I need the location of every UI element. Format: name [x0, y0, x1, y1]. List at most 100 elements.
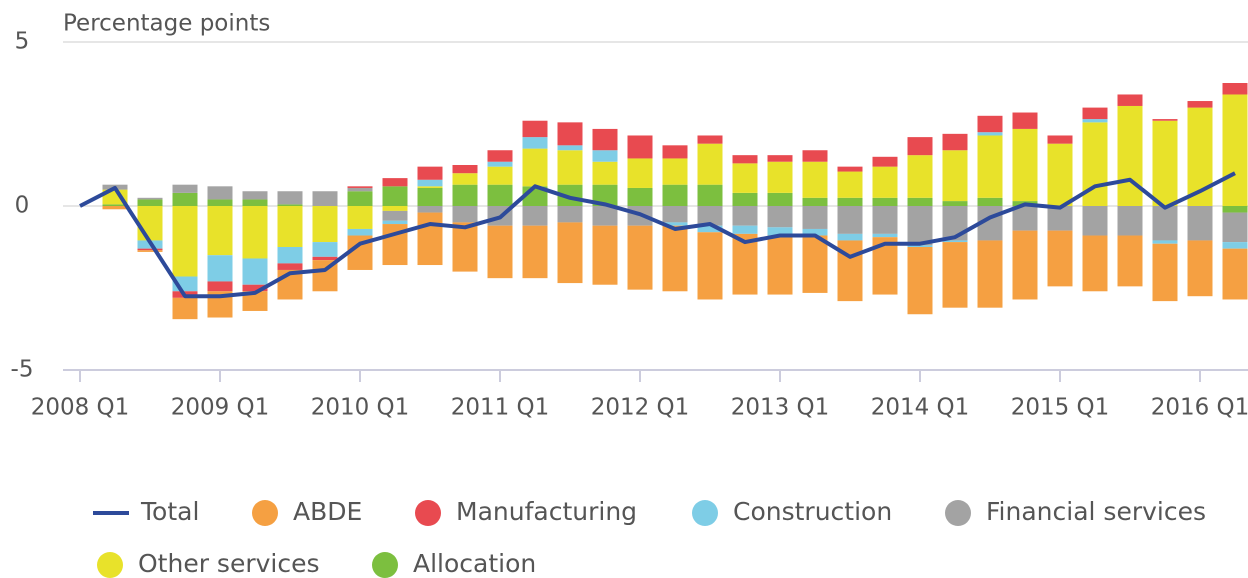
- bar-segment: [172, 192, 198, 206]
- bar-segment: [942, 150, 968, 202]
- legend-label: Other services: [138, 549, 320, 578]
- bar-segment: [1117, 94, 1143, 106]
- bar-segment: [942, 133, 968, 151]
- bar-segment: [1082, 206, 1108, 236]
- bar-segment: [277, 191, 303, 205]
- bar-segment: [627, 135, 653, 159]
- legend-swatch: [252, 500, 278, 526]
- bar-segment: [172, 297, 198, 320]
- bar-segment: [732, 206, 758, 226]
- bar-segment: [452, 173, 478, 185]
- legend-swatch: [945, 500, 971, 526]
- bar-segment: [942, 242, 968, 308]
- legend-label: Allocation: [413, 549, 536, 578]
- bar-segment: [732, 192, 758, 206]
- bar-segment: [592, 150, 618, 162]
- bar-segment: [522, 148, 548, 187]
- bar-segment: [1187, 101, 1213, 108]
- legend-label: Total: [140, 497, 199, 526]
- bar-segment: [942, 240, 968, 243]
- bar-segment: [487, 184, 513, 206]
- bar-segment: [802, 197, 828, 206]
- x-tick-label: 2012 Q1: [591, 395, 690, 421]
- bar-segment: [417, 212, 443, 266]
- bar-segment: [522, 120, 548, 138]
- bar-segment: [592, 184, 618, 206]
- bar-segment: [1152, 243, 1178, 302]
- bar-segment: [347, 186, 373, 188]
- bar-segment: [487, 150, 513, 162]
- bar-segment: [417, 187, 443, 206]
- bar-segment: [1187, 206, 1213, 241]
- bar-segment: [452, 222, 478, 272]
- bar-segment: [872, 206, 898, 234]
- bar-segment: [592, 206, 618, 226]
- bar-segment: [312, 191, 338, 206]
- x-tick-label: 2014 Q1: [871, 395, 970, 421]
- bar-segment: [557, 145, 583, 151]
- bar-segment: [242, 191, 268, 200]
- bar-segment: [872, 197, 898, 206]
- bar-segment: [312, 206, 338, 243]
- bar-segment: [977, 115, 1003, 133]
- bar-segment: [1152, 120, 1178, 206]
- bar-segment: [347, 206, 373, 229]
- bar-segment: [907, 206, 933, 246]
- bar-segment: [767, 192, 793, 206]
- bar-segment: [697, 206, 723, 226]
- bar-segment: [137, 248, 163, 251]
- bar-segment: [137, 197, 163, 200]
- x-tick-label: 2015 Q1: [1011, 395, 1110, 421]
- legend-label: Financial services: [986, 497, 1206, 526]
- bar-segment: [977, 135, 1003, 198]
- bar-segment: [487, 161, 513, 167]
- bar-segment: [382, 186, 408, 206]
- x-tick-label: 2010 Q1: [311, 395, 410, 421]
- bar-segment: [207, 281, 233, 292]
- bar-segment: [242, 291, 268, 311]
- bar-segment: [662, 184, 688, 206]
- bar-segment: [872, 156, 898, 167]
- bar-segment: [557, 150, 583, 185]
- bar-segment: [207, 199, 233, 206]
- bar-segment: [1047, 143, 1073, 206]
- bar-segment: [1012, 230, 1038, 300]
- legend-swatch: [97, 552, 123, 578]
- bar-segment: [942, 201, 968, 206]
- bar-segment: [137, 250, 163, 252]
- bar-segment: [1047, 206, 1073, 231]
- bar-segment: [417, 186, 443, 188]
- bar-segment: [1047, 135, 1073, 144]
- legend-label: Construction: [733, 497, 892, 526]
- bar-segment: [872, 166, 898, 198]
- bar-segment: [417, 179, 443, 187]
- x-tick-label: 2016 Q1: [1151, 395, 1248, 421]
- bar-segment: [452, 165, 478, 174]
- y-axis-label: Percentage points: [63, 11, 270, 37]
- bar-segment: [417, 206, 443, 213]
- bar-segment: [382, 210, 408, 221]
- bar-segment: [1012, 206, 1038, 231]
- bar-segment: [1082, 119, 1108, 123]
- y-tick-label: -5: [11, 357, 34, 383]
- bar-segment: [977, 240, 1003, 308]
- x-tick-label: 2013 Q1: [731, 395, 830, 421]
- bar-segment: [452, 206, 478, 223]
- bar-segment: [732, 163, 758, 193]
- bar-segment: [1222, 83, 1248, 95]
- bar-segment: [592, 161, 618, 185]
- bar-segment: [1082, 235, 1108, 292]
- bar-segment: [522, 206, 548, 226]
- bar-segment: [102, 206, 128, 210]
- bar-segment: [347, 228, 373, 236]
- bar-segment: [382, 178, 408, 187]
- bar-segment: [837, 197, 863, 206]
- bar-segment: [662, 145, 688, 159]
- bar-segment: [487, 225, 513, 279]
- bar-segment: [802, 228, 828, 236]
- bar-segment: [347, 191, 373, 206]
- bar-segment: [522, 137, 548, 149]
- bar-segment: [1152, 240, 1178, 244]
- bar-segment: [557, 206, 583, 223]
